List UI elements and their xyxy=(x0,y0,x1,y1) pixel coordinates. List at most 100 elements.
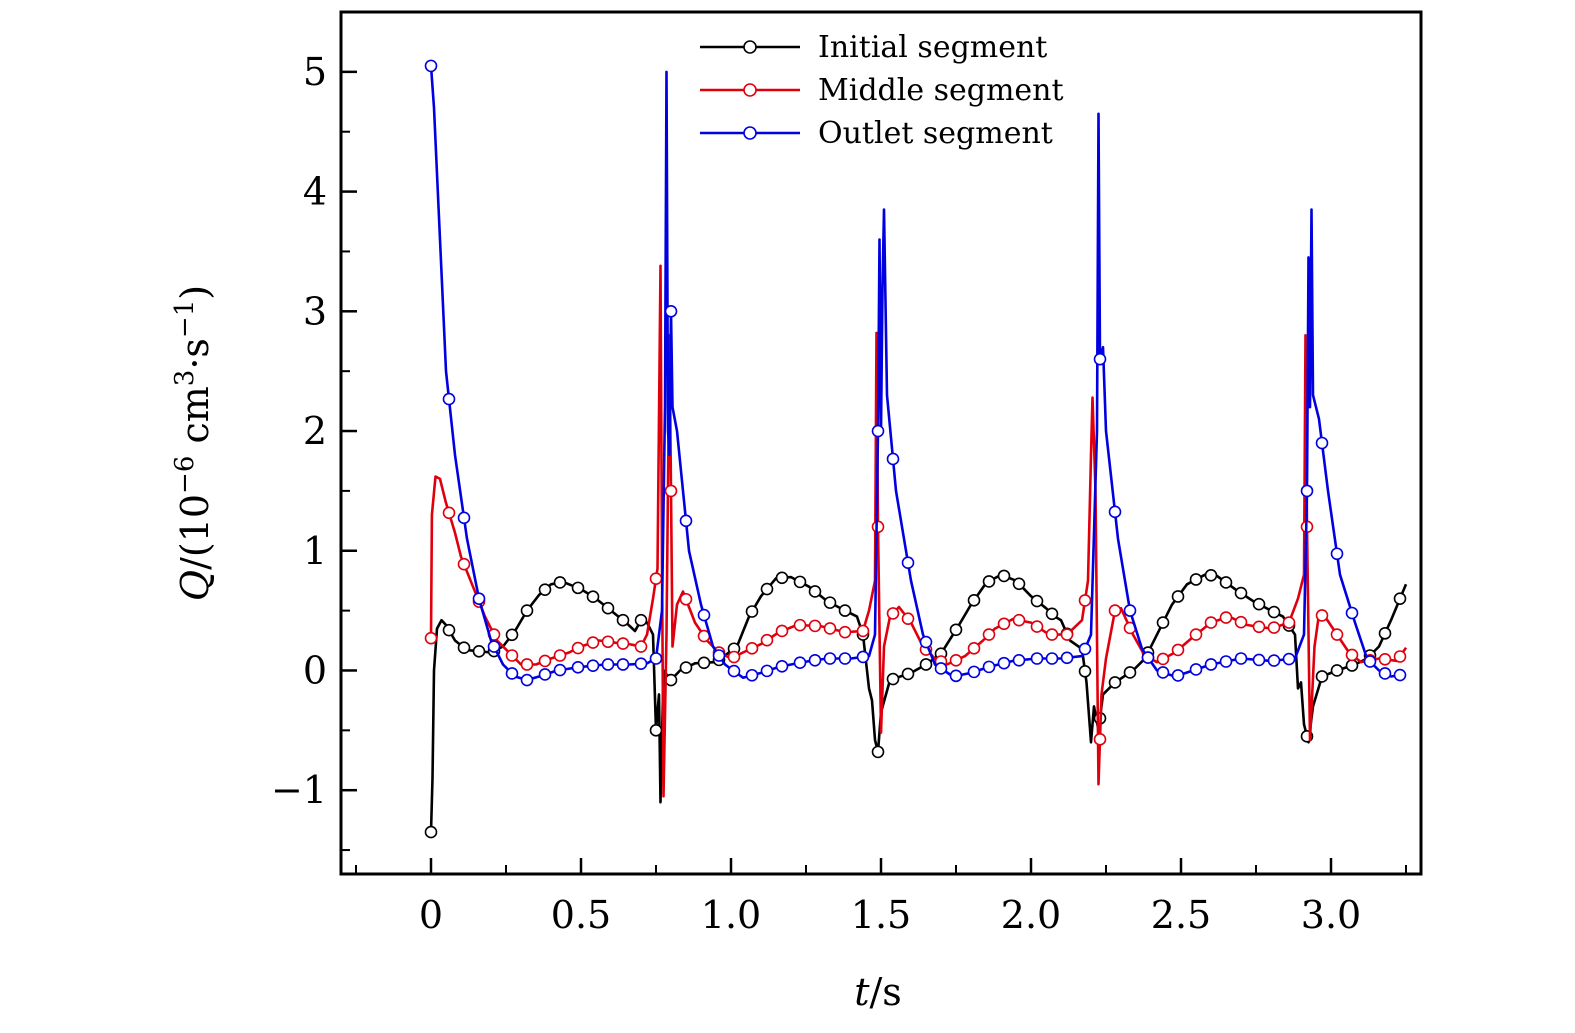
series-1-marker xyxy=(1030,594,1044,608)
series-1-marker xyxy=(664,673,678,687)
series-3-marker xyxy=(1393,668,1407,682)
series-2-marker xyxy=(1045,628,1059,641)
series-2-marker xyxy=(871,520,885,534)
series-1-marker xyxy=(424,825,438,839)
series-1-marker xyxy=(442,623,456,637)
series-1-marker xyxy=(949,623,963,637)
series-3-marker xyxy=(1156,666,1170,679)
series-3-marker xyxy=(808,653,822,667)
legend-label-1: Initial segment xyxy=(818,30,1047,65)
series-1-marker xyxy=(901,667,915,681)
series-1-marker xyxy=(679,661,693,674)
series-3-marker xyxy=(520,673,534,687)
series-3-marker xyxy=(823,652,837,665)
series-2-marker xyxy=(1252,620,1266,634)
series-1-marker xyxy=(1234,586,1248,600)
series-1-marker xyxy=(1219,576,1233,589)
series-1-marker xyxy=(649,724,663,737)
series-3-marker xyxy=(505,667,519,680)
series-1-marker xyxy=(1189,573,1203,586)
series-2-marker xyxy=(745,642,759,655)
series-3-marker xyxy=(1267,654,1281,667)
series-3-marker xyxy=(919,635,933,649)
series-3-marker xyxy=(616,658,630,671)
series-3-marker xyxy=(934,662,948,675)
series-1-marker xyxy=(1315,670,1329,683)
series-3-marker xyxy=(553,663,567,677)
series-1-marker xyxy=(1123,666,1137,679)
series-3-marker xyxy=(634,657,648,670)
series-3-marker xyxy=(727,664,741,678)
series-3-marker xyxy=(871,424,885,438)
y-tick-label: 2 xyxy=(303,409,327,453)
x-tick-label: 2.5 xyxy=(1151,893,1211,937)
series-3-marker xyxy=(1060,651,1074,665)
series-3-marker xyxy=(745,668,759,682)
legend-marker-2 xyxy=(743,83,757,97)
series-2-marker xyxy=(1234,615,1248,629)
series-1-marker xyxy=(634,613,648,627)
x-tick-label: 0.5 xyxy=(551,893,611,937)
series-2-marker xyxy=(1108,604,1122,617)
series-1-marker xyxy=(1108,676,1122,689)
series-2-marker xyxy=(856,624,870,638)
series-2-marker xyxy=(1012,613,1026,627)
series-1-marker xyxy=(571,581,585,595)
series-1-marker xyxy=(793,575,807,589)
series-3-marker xyxy=(472,592,486,605)
series-1-marker xyxy=(1252,597,1266,611)
series-3-marker xyxy=(1363,655,1377,668)
series-3-marker xyxy=(793,656,807,669)
series-1-marker xyxy=(967,594,981,607)
y-tick-label: 4 xyxy=(303,170,327,214)
y-tick-label: 5 xyxy=(303,50,327,94)
series-3-marker xyxy=(1330,547,1344,561)
series-3-marker xyxy=(664,305,678,318)
series-2-marker xyxy=(793,618,807,632)
series-3-marker xyxy=(586,659,600,672)
series-1-marker xyxy=(1393,592,1407,605)
series-1-marker xyxy=(823,596,837,609)
series-1-marker xyxy=(505,628,519,642)
series-3-marker xyxy=(1219,655,1233,668)
series-3-marker xyxy=(442,392,456,406)
series-2-marker xyxy=(520,658,534,671)
y-tick-label: 0 xyxy=(303,648,327,692)
series-3-marker xyxy=(1282,652,1296,666)
series-3-marker xyxy=(997,656,1011,670)
series-2-marker xyxy=(1345,648,1359,662)
series-3-marker xyxy=(1108,505,1122,519)
series-3-marker xyxy=(1012,653,1026,667)
series-1-marker xyxy=(1171,590,1185,603)
series-2-marker xyxy=(967,642,981,655)
series-1-marker xyxy=(1345,659,1359,672)
series-2-marker xyxy=(1267,621,1281,634)
series-2-marker xyxy=(949,653,963,667)
series-3-marker xyxy=(1315,436,1329,450)
series-3-marker xyxy=(1252,653,1266,667)
series-2-marker xyxy=(424,631,438,645)
series-2-marker xyxy=(553,649,567,662)
series-1-marker xyxy=(997,569,1011,583)
series-2-marker xyxy=(1171,643,1185,657)
series-3-marker xyxy=(1234,652,1248,665)
series-3-marker xyxy=(1378,667,1392,680)
series-3-marker xyxy=(1045,652,1059,665)
series-2-marker xyxy=(1393,650,1407,663)
series-1-marker xyxy=(886,672,900,686)
series-2-marker xyxy=(616,637,630,650)
series-1-marker xyxy=(1378,627,1392,640)
y-tick-label: 1 xyxy=(303,529,327,573)
series-2-marker xyxy=(760,633,774,647)
legend-label-2: Middle segment xyxy=(818,73,1064,108)
series-1-marker xyxy=(1204,568,1218,582)
y-tick-label: −1 xyxy=(271,768,327,812)
series-2-marker xyxy=(1330,628,1344,641)
series-1-marker xyxy=(1045,607,1059,621)
series-3-marker xyxy=(1123,604,1137,617)
series-3-marker xyxy=(901,556,915,570)
series-2-marker xyxy=(442,506,456,520)
series-2-marker xyxy=(1060,628,1074,641)
series-1-marker xyxy=(472,645,486,658)
